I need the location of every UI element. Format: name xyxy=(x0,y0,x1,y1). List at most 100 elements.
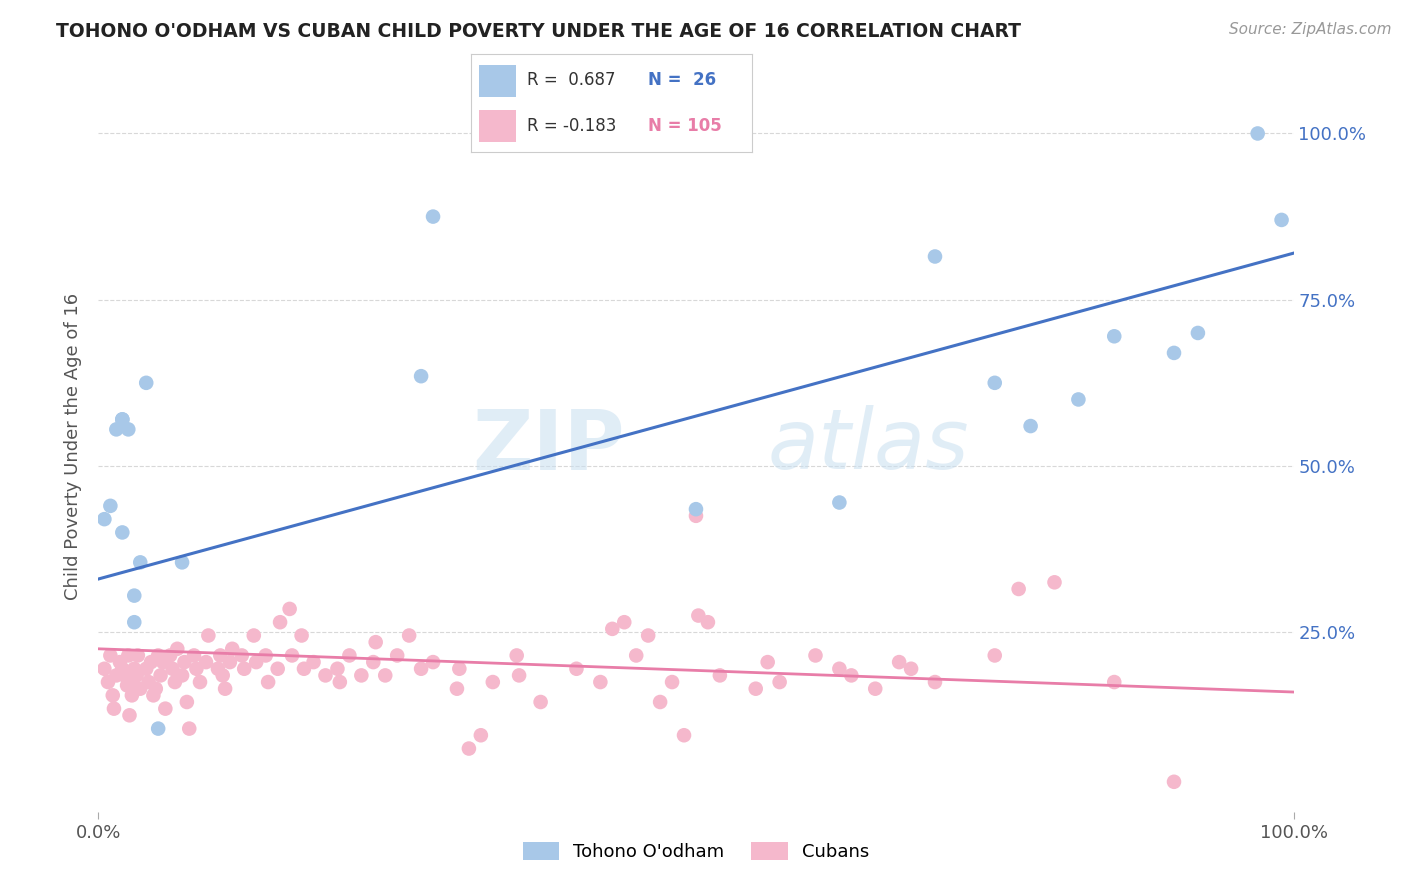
Point xyxy=(172,668,194,682)
Point xyxy=(142,689,165,703)
Point xyxy=(221,641,243,656)
Bar xyxy=(479,111,516,142)
Point xyxy=(129,555,152,569)
Point xyxy=(211,668,233,682)
Point xyxy=(685,508,707,523)
Point xyxy=(291,628,314,642)
Point xyxy=(148,648,170,663)
Point xyxy=(219,655,242,669)
Point xyxy=(207,662,229,676)
Text: atlas: atlas xyxy=(768,406,969,486)
Text: Source: ZipAtlas.com: Source: ZipAtlas.com xyxy=(1229,22,1392,37)
Point xyxy=(105,668,128,682)
Point xyxy=(135,662,157,676)
Point xyxy=(411,662,433,676)
Point xyxy=(863,681,887,696)
Point xyxy=(105,422,128,436)
Point xyxy=(446,681,468,696)
Point xyxy=(281,648,304,663)
Point xyxy=(124,615,146,630)
Point xyxy=(1067,392,1090,407)
Point xyxy=(1007,582,1029,596)
Point xyxy=(1019,419,1042,434)
Point xyxy=(172,555,194,569)
Point xyxy=(745,681,768,696)
Point xyxy=(422,655,444,669)
Point xyxy=(481,675,505,690)
Point xyxy=(984,648,1007,663)
Point xyxy=(302,655,325,669)
Point xyxy=(209,648,232,663)
Text: N =  26: N = 26 xyxy=(648,71,716,89)
Point xyxy=(565,662,588,676)
Point xyxy=(364,635,387,649)
Point xyxy=(804,648,827,663)
Point xyxy=(117,422,139,436)
Text: TOHONO O'ODHAM VS CUBAN CHILD POVERTY UNDER THE AGE OF 16 CORRELATION CHART: TOHONO O'ODHAM VS CUBAN CHILD POVERTY UN… xyxy=(56,22,1021,41)
Point xyxy=(173,655,195,669)
Point xyxy=(138,675,160,690)
Point xyxy=(188,675,211,690)
Point xyxy=(828,662,851,676)
Point xyxy=(233,662,256,676)
Point xyxy=(166,641,188,656)
Point xyxy=(756,655,779,669)
Point xyxy=(889,655,911,669)
Point xyxy=(841,668,863,682)
Text: N = 105: N = 105 xyxy=(648,117,721,135)
Point xyxy=(111,525,134,540)
Text: ZIP: ZIP xyxy=(472,406,624,486)
Point xyxy=(350,668,373,682)
Point xyxy=(278,602,301,616)
Point xyxy=(1163,346,1185,360)
Point xyxy=(254,648,277,663)
Point xyxy=(637,628,659,642)
Point xyxy=(149,668,172,682)
Point xyxy=(214,681,236,696)
Point xyxy=(613,615,636,630)
Point xyxy=(194,655,218,669)
Point xyxy=(661,675,683,690)
Point xyxy=(458,741,481,756)
Point xyxy=(159,648,181,663)
Point xyxy=(121,689,143,703)
Point xyxy=(183,648,205,663)
Point xyxy=(111,412,134,426)
Point xyxy=(114,668,136,682)
Point xyxy=(117,648,139,663)
Point xyxy=(163,675,186,690)
Point xyxy=(529,695,551,709)
Point xyxy=(673,728,696,742)
Point xyxy=(411,369,433,384)
Point xyxy=(768,675,790,690)
Point xyxy=(508,668,530,682)
Point xyxy=(363,655,385,669)
Point xyxy=(93,512,115,526)
Point xyxy=(98,499,122,513)
Legend: Tohono O'odham, Cubans: Tohono O'odham, Cubans xyxy=(516,835,876,869)
Point xyxy=(315,668,337,682)
Point xyxy=(245,655,267,669)
Point xyxy=(120,675,142,690)
Point xyxy=(243,628,266,642)
Point xyxy=(186,662,208,676)
Point xyxy=(828,495,851,509)
Point xyxy=(449,662,471,676)
Point xyxy=(688,608,710,623)
Point xyxy=(103,701,125,715)
Point xyxy=(1271,213,1294,227)
Point xyxy=(162,662,184,676)
Point xyxy=(127,648,149,663)
Y-axis label: Child Poverty Under the Age of 16: Child Poverty Under the Age of 16 xyxy=(65,293,83,599)
Point xyxy=(685,502,707,516)
Point xyxy=(98,648,122,663)
Point xyxy=(118,708,141,723)
Point xyxy=(111,662,134,676)
Point xyxy=(145,681,167,696)
Point xyxy=(602,622,624,636)
Point xyxy=(129,681,152,696)
Point xyxy=(697,615,720,630)
Bar xyxy=(479,65,516,96)
Point xyxy=(97,675,120,690)
Point xyxy=(197,628,219,642)
